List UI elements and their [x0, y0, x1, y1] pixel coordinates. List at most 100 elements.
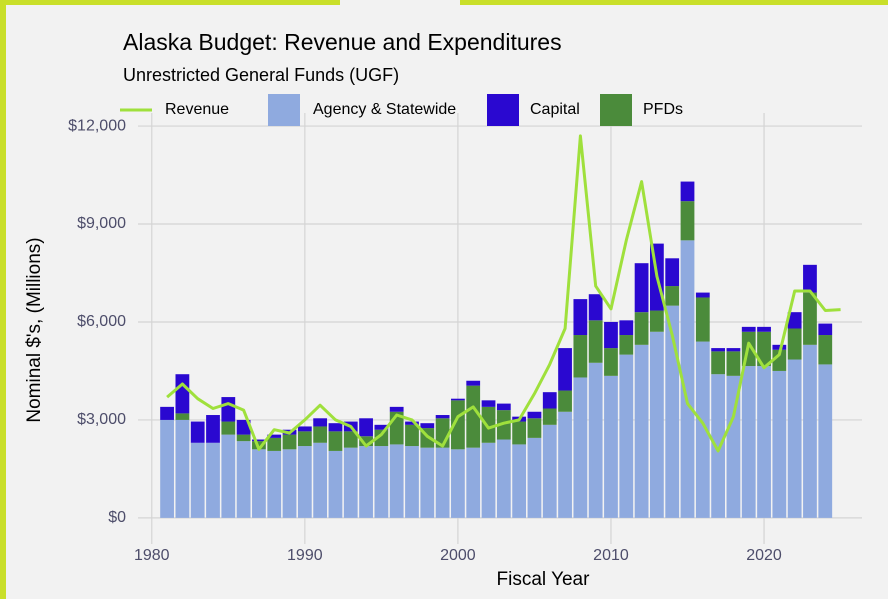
bar	[481, 400, 496, 407]
legend-label: PFDs	[643, 101, 683, 118]
bar	[634, 344, 649, 518]
bar	[236, 434, 251, 442]
x-tick-label: 1990	[287, 547, 323, 564]
bar	[252, 449, 266, 518]
bar	[726, 351, 741, 376]
bar	[619, 320, 634, 336]
y-tick-label: $6,000	[77, 313, 126, 330]
bar	[374, 446, 389, 518]
x-axis-title: Fiscal Year	[497, 569, 591, 590]
bar	[389, 444, 404, 518]
bar	[527, 418, 542, 438]
chart-subtitle: Unrestricted General Funds (UGF)	[123, 65, 399, 85]
bar	[803, 264, 817, 293]
bar	[206, 442, 220, 518]
bar	[435, 447, 450, 518]
bar	[405, 424, 419, 447]
bar	[389, 406, 404, 412]
bar	[650, 331, 664, 518]
bar	[818, 364, 833, 518]
bar	[496, 439, 511, 518]
bar	[496, 403, 511, 411]
bar	[741, 366, 756, 518]
bar	[558, 348, 572, 391]
bar	[313, 418, 328, 427]
bar	[573, 377, 588, 518]
x-tick-label: 2010	[593, 547, 629, 564]
bar	[818, 335, 833, 365]
bar	[558, 390, 572, 412]
bar	[175, 413, 190, 420]
bar	[190, 421, 205, 443]
bar	[650, 310, 664, 332]
bar	[604, 375, 618, 518]
legend-swatch	[487, 94, 519, 126]
bar	[573, 299, 588, 336]
bar	[542, 424, 557, 518]
bar	[787, 312, 802, 329]
bar	[634, 312, 649, 345]
bar	[665, 286, 680, 306]
bar	[420, 447, 435, 518]
bar	[297, 426, 312, 432]
bar	[619, 354, 634, 518]
bar	[374, 424, 389, 430]
bar	[297, 431, 312, 447]
legend-swatch	[600, 94, 632, 126]
bar	[435, 415, 450, 419]
bar	[588, 294, 603, 321]
bar	[741, 326, 756, 332]
bar	[359, 418, 373, 437]
frame-left	[0, 0, 6, 599]
bar	[680, 181, 695, 202]
chart-title: Alaska Budget: Revenue and Expenditures	[123, 29, 562, 55]
bar	[405, 446, 419, 518]
bar	[757, 366, 771, 518]
bar	[803, 292, 817, 345]
bar	[695, 297, 710, 342]
x-tick-label: 1980	[134, 547, 170, 564]
y-tick-label: $0	[108, 509, 126, 526]
bar	[252, 441, 266, 450]
y-axis-title: Nominal $'s, (Millions)	[24, 237, 45, 422]
bar	[343, 447, 358, 518]
bar	[604, 348, 618, 376]
bar	[481, 442, 496, 518]
bar	[634, 263, 649, 313]
x-tick-label: 2020	[746, 547, 782, 564]
bar	[558, 411, 572, 518]
legend-label: Agency & Statewide	[313, 101, 456, 118]
legend-swatch	[268, 94, 300, 126]
bar	[695, 292, 710, 298]
bar	[206, 415, 220, 443]
bar	[680, 240, 695, 518]
bar	[527, 411, 542, 419]
bar	[466, 447, 481, 518]
bar	[665, 305, 680, 518]
y-tick-label: $9,000	[77, 215, 126, 232]
bar	[252, 439, 266, 442]
bar	[619, 335, 634, 355]
bar	[160, 419, 174, 518]
x-tick-label: 2000	[440, 547, 476, 564]
bar	[313, 426, 328, 443]
bar	[359, 436, 373, 447]
bar	[328, 431, 343, 451]
bar	[221, 434, 236, 518]
bar	[190, 442, 205, 518]
bar	[328, 423, 343, 432]
bar	[787, 359, 802, 518]
bar	[772, 344, 787, 350]
bar	[695, 341, 710, 518]
bar	[267, 437, 282, 451]
bar	[374, 429, 389, 447]
bar	[175, 419, 190, 518]
bar	[282, 449, 297, 518]
bar	[803, 344, 817, 518]
bar	[604, 321, 618, 349]
bar	[512, 421, 527, 445]
bar	[466, 385, 481, 448]
bar	[359, 446, 373, 518]
bar	[680, 201, 695, 241]
bar	[282, 434, 297, 450]
